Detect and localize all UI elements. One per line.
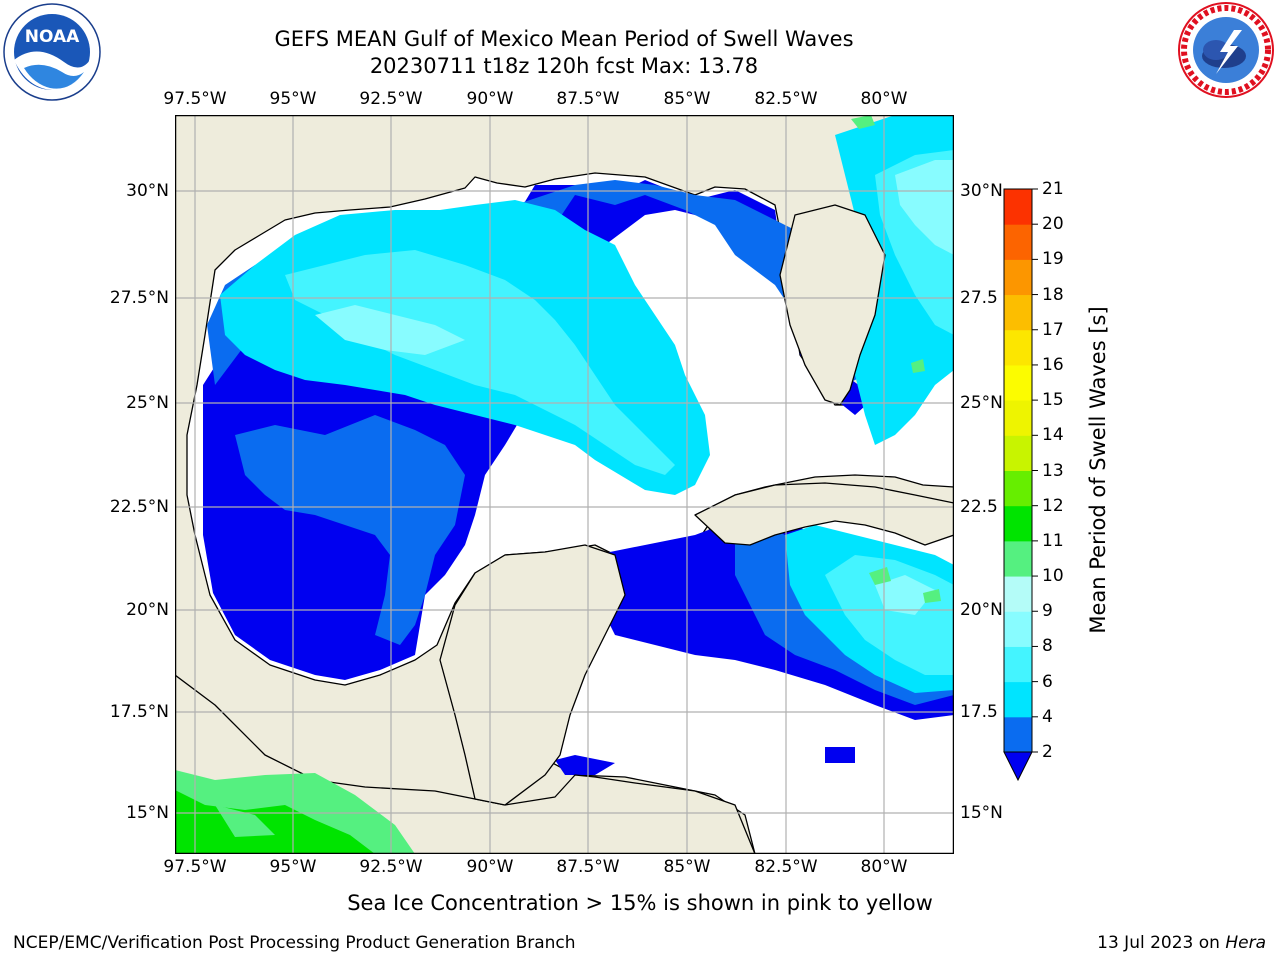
chart-subtitle: 20230711 t18z 120h fcst Max: 13.78 [369,54,759,78]
lon-tick-bottom: 95°W [269,857,317,877]
colorbar-segment [1004,505,1032,542]
colorbar-segment [1004,329,1032,366]
colorbar-segment [1004,681,1032,718]
swell-period-field [315,160,954,615]
lat-tick-right: 27.5 [960,288,998,308]
colorbar-tick-label: 15 [1042,390,1064,411]
lon-tick-bottom: 85°W [663,857,711,877]
florida-land [779,204,886,406]
colorbar-tick-label: 21 [1042,179,1064,199]
colorbar-tick-label: 9 [1042,601,1053,622]
lat-tick-right: 25°N [960,393,1003,413]
chart-title: GEFS MEAN Gulf of Mexico Mean Period of … [274,27,854,51]
lat-tick-right: 17.5 [960,702,998,722]
colorbar-segment [1004,259,1032,296]
colorbar-segment [1004,224,1032,260]
lon-tick-top: 92.5°W [359,89,423,109]
swell-period-field [851,115,941,603]
noaa-logo: NOAA [2,2,102,102]
colorbar-segment [1004,435,1032,471]
colorbar-tick-label: 20 [1042,214,1064,235]
lon-tick-bottom: 97.5°W [163,857,227,877]
lon-tick-top: 80°W [860,89,908,109]
colorbar-segment [1004,470,1032,507]
lon-tick-top: 87.5°W [556,89,620,109]
lon-tick-bottom: 92.5°W [359,857,423,877]
colorbar-segment [1004,540,1032,577]
colorbar-tick-label: 10 [1042,566,1064,587]
colorbar-label: Mean Period of Swell Waves [s] [1086,306,1110,634]
map-frame [175,115,954,854]
lon-tick-top: 97.5°W [163,89,227,109]
lon-tick-top: 95°W [269,89,317,109]
lat-tick-right: 15°N [960,803,1003,823]
lat-tick-left: 20°N [126,600,169,620]
colorbar-tick-label: 4 [1042,706,1053,727]
colorbar-tick-label: 16 [1042,354,1064,375]
colorbar-segment [1004,716,1032,753]
lon-tick-top: 90°W [466,89,514,109]
machine-name: Hera [1225,933,1266,953]
lat-tick-left: 17.5°N [109,702,169,722]
colorbar-segment [1004,400,1032,436]
colorbar-tick-label: 11 [1042,530,1064,551]
lon-tick-top: 85°W [663,89,711,109]
colorbar-tick-label: 18 [1042,284,1064,305]
lon-tick-bottom: 90°W [466,857,514,877]
lat-tick-right: 22.5 [960,497,998,517]
colorbar-segment [1004,364,1032,401]
lon-tick-top: 82.5°W [754,89,818,109]
lat-tick-right: 30°N [960,181,1003,201]
colorbar-under-arrow [1003,751,1033,782]
colorbar-tick-label: 19 [1042,249,1064,270]
colorbar-tick-label: 14 [1042,425,1064,446]
pacific-swell-field [175,770,415,854]
colorbar-tick-label: 6 [1042,671,1053,692]
colorbar-segment [1004,189,1032,225]
colorbar-tick-label: 17 [1042,319,1064,340]
colorbar-segment [1004,611,1032,647]
lat-tick-left: 27.5°N [109,288,169,308]
date-text: 13 Jul 2023 on [1097,933,1226,953]
lat-tick-left: 15°N [126,803,169,823]
noaa-logo-text: NOAA [25,27,80,47]
colorbar-tick-label: 2 [1042,742,1053,762]
graticule [175,115,954,854]
colorbar-segment [1004,576,1032,612]
colorbar [990,180,1050,790]
colorbar-tick-label: 13 [1042,460,1064,481]
sea-ice-note-text: Sea Ice Concentration > 15% is shown in … [347,891,933,915]
lat-tick-left: 22.5°N [109,497,169,517]
date-stamp: 13 Jul 2023 on Hera [1097,933,1266,953]
colorbar-segment [1004,294,1032,331]
lon-tick-bottom: 82.5°W [754,857,818,877]
lat-tick-right: 20°N [960,600,1003,620]
cuba-land [694,482,954,546]
nws-logo [1176,0,1276,100]
colorbar-segment [1004,646,1032,683]
lat-tick-left: 30°N [126,181,169,201]
map-panel [175,115,954,854]
lat-tick-left: 25°N [126,393,169,413]
lon-tick-bottom: 80°W [860,857,908,877]
lon-tick-bottom: 87.5°W [556,857,620,877]
colorbar-tick-label: 8 [1042,636,1053,657]
sea-ice-note: Sea Ice Concentration > 15% is shown in … [0,891,1280,915]
colorbar-tick-label: 12 [1042,495,1064,516]
credit-text: NCEP/EMC/Verification Post Processing Pr… [13,933,576,953]
